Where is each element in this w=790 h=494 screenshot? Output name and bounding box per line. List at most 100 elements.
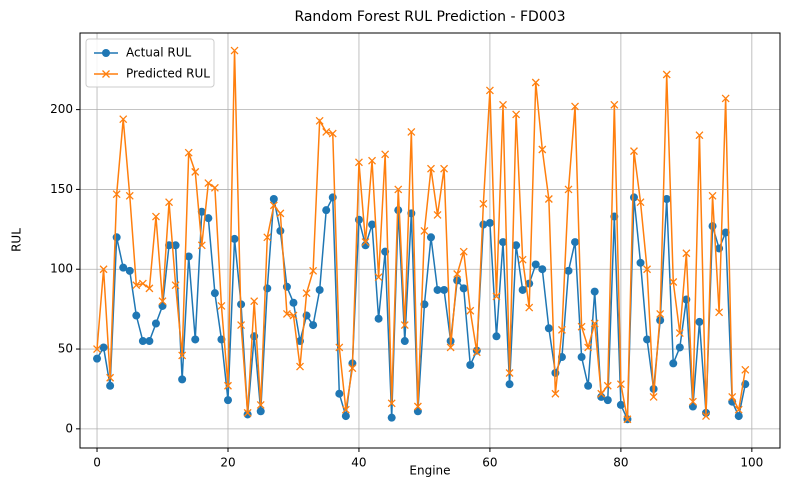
marker bbox=[374, 273, 383, 282]
marker bbox=[427, 164, 435, 173]
marker bbox=[151, 319, 160, 328]
marker bbox=[400, 321, 409, 330]
y-tick-label: 100 bbox=[50, 262, 73, 276]
marker bbox=[178, 351, 187, 360]
marker bbox=[243, 410, 252, 419]
x-tick-label: 80 bbox=[613, 456, 628, 470]
marker bbox=[99, 343, 108, 352]
y-tick-label: 50 bbox=[58, 342, 73, 356]
chart-title: Random Forest RUL Prediction - FD003 bbox=[294, 9, 565, 25]
marker bbox=[381, 150, 390, 159]
marker bbox=[610, 100, 619, 109]
marker bbox=[171, 281, 180, 290]
marker bbox=[348, 364, 357, 373]
marker bbox=[544, 195, 553, 203]
marker bbox=[538, 145, 547, 154]
marker bbox=[263, 233, 272, 242]
marker bbox=[276, 226, 285, 235]
marker bbox=[459, 284, 468, 293]
marker bbox=[472, 348, 481, 357]
marker bbox=[223, 396, 232, 405]
marker bbox=[276, 209, 285, 218]
marker bbox=[256, 407, 265, 416]
data-line bbox=[96, 50, 747, 420]
marker bbox=[400, 337, 409, 346]
marker bbox=[564, 185, 573, 194]
marker bbox=[433, 285, 442, 294]
marker bbox=[662, 195, 671, 203]
marker bbox=[269, 201, 278, 210]
marker bbox=[466, 361, 475, 369]
marker bbox=[178, 375, 187, 384]
marker bbox=[93, 345, 101, 353]
x-tick-label: 100 bbox=[740, 456, 763, 470]
marker bbox=[256, 400, 265, 409]
marker bbox=[538, 265, 547, 274]
marker bbox=[197, 241, 206, 250]
marker bbox=[623, 415, 632, 424]
marker bbox=[315, 116, 324, 125]
marker bbox=[217, 301, 226, 310]
marker bbox=[269, 195, 278, 203]
marker bbox=[354, 158, 363, 167]
marker bbox=[184, 252, 193, 261]
marker bbox=[204, 179, 213, 187]
marker bbox=[145, 284, 154, 293]
marker bbox=[584, 381, 593, 390]
marker bbox=[335, 343, 344, 352]
marker bbox=[440, 164, 449, 173]
marker bbox=[237, 321, 246, 330]
marker bbox=[662, 70, 671, 79]
marker bbox=[407, 128, 416, 136]
marker bbox=[584, 343, 593, 352]
marker bbox=[505, 380, 514, 389]
marker bbox=[145, 337, 154, 346]
marker bbox=[512, 110, 521, 119]
marker bbox=[728, 392, 737, 401]
legend-label: Actual RUL bbox=[126, 46, 192, 60]
marker bbox=[675, 343, 684, 352]
marker bbox=[158, 297, 167, 306]
marker bbox=[708, 222, 717, 231]
marker bbox=[649, 392, 658, 401]
marker bbox=[616, 400, 625, 409]
marker bbox=[368, 156, 377, 165]
x-axis-label: Engine bbox=[409, 464, 450, 478]
marker bbox=[479, 220, 488, 229]
marker bbox=[603, 396, 612, 405]
marker bbox=[322, 128, 331, 136]
marker bbox=[695, 131, 704, 140]
marker bbox=[453, 270, 462, 278]
marker bbox=[426, 233, 435, 242]
marker bbox=[551, 389, 560, 398]
marker bbox=[230, 46, 239, 55]
marker bbox=[289, 311, 298, 320]
marker bbox=[616, 380, 625, 389]
marker bbox=[250, 297, 259, 306]
marker bbox=[590, 287, 599, 296]
marker bbox=[702, 412, 710, 421]
marker bbox=[459, 247, 468, 256]
marker bbox=[151, 212, 160, 221]
marker bbox=[531, 78, 540, 87]
marker bbox=[741, 365, 750, 374]
marker bbox=[636, 258, 645, 267]
marker bbox=[282, 282, 291, 291]
marker bbox=[138, 337, 147, 346]
marker bbox=[394, 185, 403, 194]
marker bbox=[322, 206, 331, 215]
legend-label: Predicted RUL bbox=[126, 67, 210, 81]
marker bbox=[499, 100, 507, 109]
marker bbox=[210, 183, 219, 192]
marker bbox=[695, 317, 704, 326]
marker bbox=[341, 405, 350, 414]
marker bbox=[315, 285, 324, 294]
marker bbox=[512, 241, 521, 250]
marker bbox=[102, 49, 110, 57]
marker bbox=[643, 335, 652, 344]
marker bbox=[682, 249, 691, 258]
marker bbox=[106, 381, 115, 390]
marker bbox=[102, 70, 110, 78]
marker bbox=[413, 402, 422, 411]
